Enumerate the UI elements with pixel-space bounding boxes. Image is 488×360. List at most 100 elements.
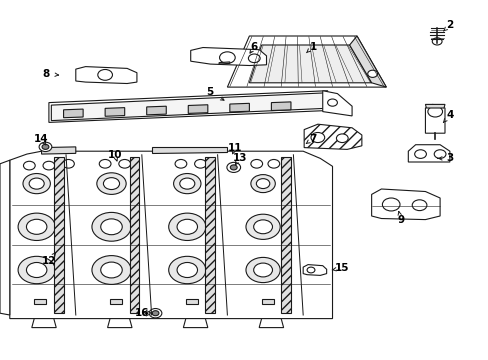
Polygon shape	[304, 124, 361, 149]
Text: 10: 10	[107, 150, 122, 161]
Circle shape	[101, 219, 122, 235]
Circle shape	[42, 144, 49, 149]
Circle shape	[382, 198, 399, 211]
Text: 2: 2	[443, 20, 452, 31]
Text: 15: 15	[331, 263, 349, 273]
Polygon shape	[183, 319, 207, 328]
Circle shape	[23, 161, 35, 170]
Polygon shape	[10, 151, 332, 319]
Text: 7: 7	[305, 134, 316, 144]
Text: 4: 4	[443, 110, 453, 122]
Circle shape	[99, 159, 111, 168]
Text: 12: 12	[41, 253, 56, 266]
Circle shape	[43, 161, 55, 170]
Polygon shape	[425, 104, 444, 133]
Polygon shape	[219, 62, 229, 64]
Circle shape	[219, 52, 235, 63]
Circle shape	[177, 262, 197, 278]
Circle shape	[23, 174, 50, 194]
Text: 8: 8	[43, 69, 59, 79]
Polygon shape	[349, 36, 386, 87]
Circle shape	[248, 54, 260, 63]
Circle shape	[411, 200, 426, 211]
Text: 16: 16	[134, 308, 149, 318]
Polygon shape	[190, 48, 266, 66]
Polygon shape	[54, 157, 63, 313]
Circle shape	[152, 311, 159, 316]
Polygon shape	[110, 299, 122, 304]
Circle shape	[250, 175, 275, 193]
Circle shape	[175, 159, 186, 168]
Text: 3: 3	[437, 153, 452, 163]
Circle shape	[310, 132, 324, 143]
Polygon shape	[76, 67, 137, 84]
Polygon shape	[32, 319, 56, 328]
Circle shape	[367, 70, 377, 77]
Circle shape	[267, 159, 279, 168]
Circle shape	[427, 106, 442, 117]
Circle shape	[26, 219, 47, 234]
Circle shape	[226, 162, 240, 172]
Polygon shape	[107, 319, 132, 328]
Circle shape	[230, 165, 237, 170]
Polygon shape	[227, 36, 386, 87]
Polygon shape	[371, 189, 439, 220]
Circle shape	[194, 159, 206, 168]
Circle shape	[97, 173, 126, 194]
Polygon shape	[151, 147, 227, 153]
Polygon shape	[303, 265, 326, 275]
Polygon shape	[49, 91, 327, 122]
Circle shape	[62, 159, 74, 168]
Circle shape	[253, 263, 272, 277]
Polygon shape	[205, 157, 215, 313]
Circle shape	[39, 142, 52, 152]
Circle shape	[256, 179, 269, 189]
Circle shape	[177, 219, 197, 234]
Polygon shape	[259, 319, 283, 328]
Polygon shape	[0, 160, 10, 315]
Circle shape	[306, 267, 314, 273]
Circle shape	[433, 150, 445, 158]
Circle shape	[250, 159, 262, 168]
Polygon shape	[105, 108, 124, 116]
Polygon shape	[129, 157, 139, 313]
Text: 6: 6	[249, 42, 257, 53]
Circle shape	[245, 214, 280, 239]
Polygon shape	[34, 299, 46, 304]
Circle shape	[253, 220, 272, 234]
Polygon shape	[41, 147, 76, 154]
Circle shape	[168, 256, 205, 284]
Text: 13: 13	[232, 153, 246, 165]
Text: 9: 9	[397, 211, 404, 225]
Polygon shape	[281, 157, 290, 313]
Text: 14: 14	[34, 134, 49, 145]
Circle shape	[29, 178, 44, 189]
Circle shape	[336, 134, 347, 143]
Circle shape	[101, 262, 122, 278]
Polygon shape	[322, 91, 351, 116]
Text: 5: 5	[206, 87, 224, 100]
Polygon shape	[229, 103, 249, 112]
Text: 1: 1	[306, 42, 316, 53]
Circle shape	[414, 150, 426, 158]
Polygon shape	[185, 299, 198, 304]
Circle shape	[92, 212, 131, 241]
Circle shape	[327, 99, 337, 106]
Circle shape	[26, 262, 47, 278]
Text: 11: 11	[227, 143, 242, 154]
Polygon shape	[271, 102, 290, 111]
Circle shape	[180, 178, 194, 189]
Circle shape	[168, 213, 205, 240]
Circle shape	[431, 38, 441, 45]
Circle shape	[173, 174, 201, 194]
Circle shape	[245, 257, 280, 283]
Polygon shape	[63, 109, 83, 118]
Circle shape	[18, 256, 55, 284]
Polygon shape	[51, 93, 325, 121]
Circle shape	[119, 159, 130, 168]
Polygon shape	[407, 145, 449, 162]
Circle shape	[98, 69, 112, 80]
Polygon shape	[188, 105, 207, 113]
Polygon shape	[249, 45, 371, 83]
Polygon shape	[261, 299, 273, 304]
